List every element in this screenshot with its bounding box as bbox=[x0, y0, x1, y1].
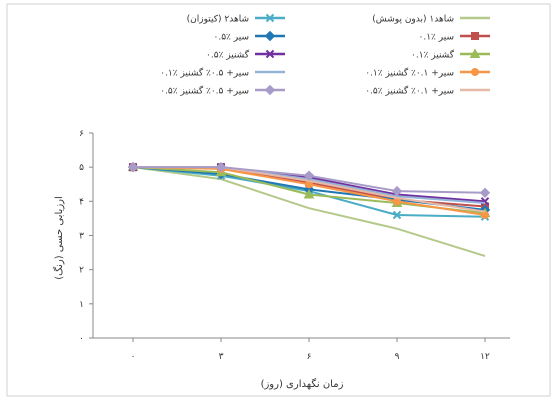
legend-item: شاهد۱ (بدون پوشش) bbox=[372, 15, 490, 25]
legend-label: ۰.۵٪ سیر+ ۰.۵٪ گشنیز bbox=[160, 85, 249, 97]
legend-swatch-marker bbox=[469, 48, 481, 58]
legend-swatch-marker bbox=[471, 68, 479, 76]
legend-label: ۰.۵٪ گشنیز bbox=[206, 49, 250, 61]
data-point bbox=[481, 211, 489, 219]
y-tick-label: ۱ bbox=[79, 300, 84, 310]
y-tick-label: ۴ bbox=[79, 197, 84, 207]
legend-label: شاهد۲ (کیتوزان) bbox=[187, 15, 249, 25]
legend-label: ۰.۵٪ سیر bbox=[214, 33, 249, 43]
legend-swatch-marker bbox=[471, 32, 479, 40]
legend-item: شاهد۲ (کیتوزان) bbox=[187, 13, 285, 25]
data-point bbox=[215, 161, 227, 173]
y-tick-label: ۰ bbox=[79, 334, 84, 344]
legend-label: ۰.۱٪ سیر+ ۰.۱٪ گشنیز bbox=[365, 67, 454, 79]
data-point bbox=[127, 161, 139, 173]
legend-item: ۰.۵٪ گشنیز bbox=[206, 49, 285, 61]
legend-label: ۰.۱٪ سیر bbox=[419, 33, 454, 43]
legend-label: ۰.۱٪ سیر+ ۰.۵٪ گشنیز bbox=[160, 67, 249, 79]
legend-swatch-marker bbox=[264, 30, 276, 42]
legend-item: ۰.۵٪ سیر+ ۰.۵٪ گشنیز bbox=[160, 85, 285, 97]
legend: شاهد۱ (بدون پوشش) شاهد۲ (کیتوزان) ۰.۱٪ سیر… bbox=[160, 13, 490, 97]
y-axis-title: ارزیابی حسی (رنگ) bbox=[53, 196, 65, 280]
x-tick-label: ۰ bbox=[131, 352, 136, 362]
legend-label: ۰.۵٪ سیر+ ۰.۱٪ گشنیز bbox=[365, 85, 454, 97]
x-axis-title: زمان نگهداری (روز) bbox=[261, 378, 344, 390]
x-tick-label: ۳ bbox=[219, 352, 224, 362]
y-axis-ticks: ۰ ۱ ۲ ۳ ۴ ۵ ۶ bbox=[79, 129, 93, 344]
legend-item: ۰.۱٪ سیر+ ۰.۵٪ گشنیز bbox=[160, 67, 285, 79]
legend-item: ۰.۵٪ سیر bbox=[214, 30, 285, 43]
y-tick-label: ۲ bbox=[79, 266, 84, 276]
legend-swatch-marker bbox=[264, 84, 276, 96]
legend-item: ۰.۱٪ سیر+ ۰.۱٪ گشنیز bbox=[365, 67, 490, 79]
x-tick-label: ۶ bbox=[307, 352, 312, 362]
y-tick-label: ۳ bbox=[79, 232, 84, 242]
legend-item: ۰.۵٪ سیر+ ۰.۱٪ گشنیز bbox=[365, 85, 490, 97]
x-tick-label: ۱۲ bbox=[480, 352, 490, 362]
legend-swatch-marker bbox=[265, 13, 275, 23]
data-point bbox=[303, 188, 315, 199]
data-point bbox=[391, 185, 403, 197]
y-tick-label: ۶ bbox=[79, 129, 84, 139]
data-point bbox=[392, 210, 402, 220]
legend-swatch-marker bbox=[265, 49, 275, 59]
y-tick-label: ۵ bbox=[79, 163, 84, 173]
series-10 bbox=[127, 161, 491, 198]
x-tick-label: ۹ bbox=[395, 352, 400, 362]
series-layer bbox=[127, 161, 491, 257]
legend-label: ۰.۱٪ گشنیز bbox=[411, 49, 455, 61]
data-point bbox=[479, 187, 491, 198]
legend-label: شاهد۱ (بدون پوشش) bbox=[372, 15, 454, 25]
legend-item: ۰.۱٪ سیر bbox=[419, 32, 490, 43]
data-point bbox=[303, 170, 315, 181]
legend-item: ۰.۱٪ گشنیز bbox=[411, 48, 490, 61]
x-axis-ticks: ۰ ۳ ۶ ۹ ۱۲ bbox=[131, 338, 490, 362]
